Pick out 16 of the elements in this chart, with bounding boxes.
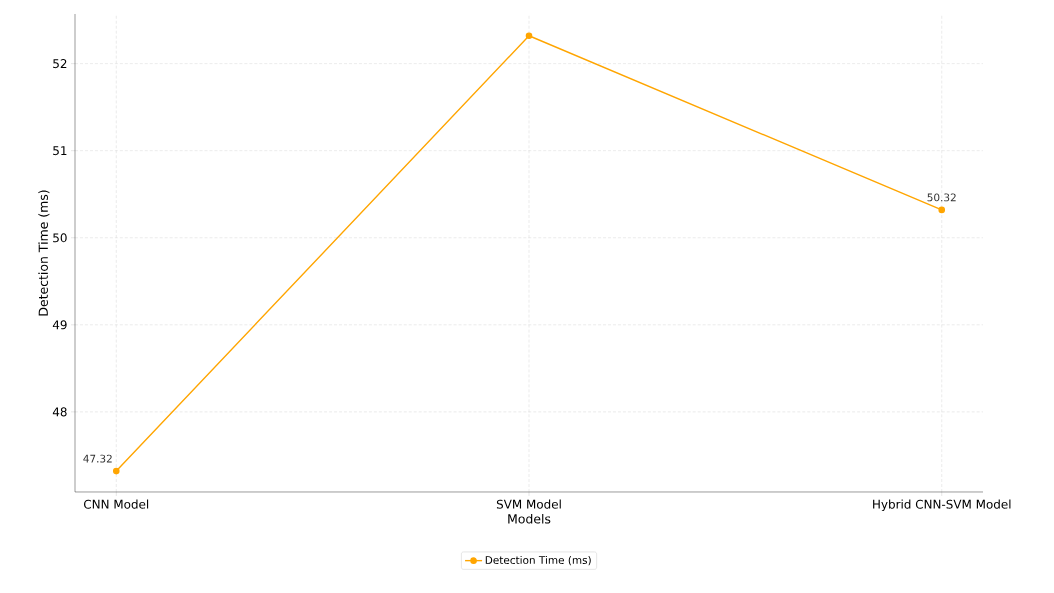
point bbox=[938, 206, 946, 214]
x-axis-title: Models bbox=[508, 513, 551, 524]
data-label: 47.32 bbox=[83, 454, 112, 463]
y-tick-label: 51 bbox=[53, 146, 67, 156]
y-tick-label: 49 bbox=[52, 320, 67, 330]
y-axis-title: Detection Time (ms) bbox=[38, 190, 50, 316]
x-tick-label: CNN Model bbox=[83, 499, 149, 509]
point bbox=[525, 32, 533, 40]
data-label: 50.32 bbox=[927, 193, 956, 202]
y-tick-label: 52 bbox=[53, 59, 67, 69]
x-tick-label: SVM Model bbox=[496, 499, 561, 509]
x-tick-label: Hybrid CNN-SVM Model bbox=[873, 499, 1011, 512]
legend-label: Detection Time (ms) bbox=[485, 555, 591, 566]
point bbox=[112, 467, 120, 475]
y-tick-label: 50 bbox=[53, 233, 67, 243]
y-tick-label: 48 bbox=[52, 407, 67, 417]
